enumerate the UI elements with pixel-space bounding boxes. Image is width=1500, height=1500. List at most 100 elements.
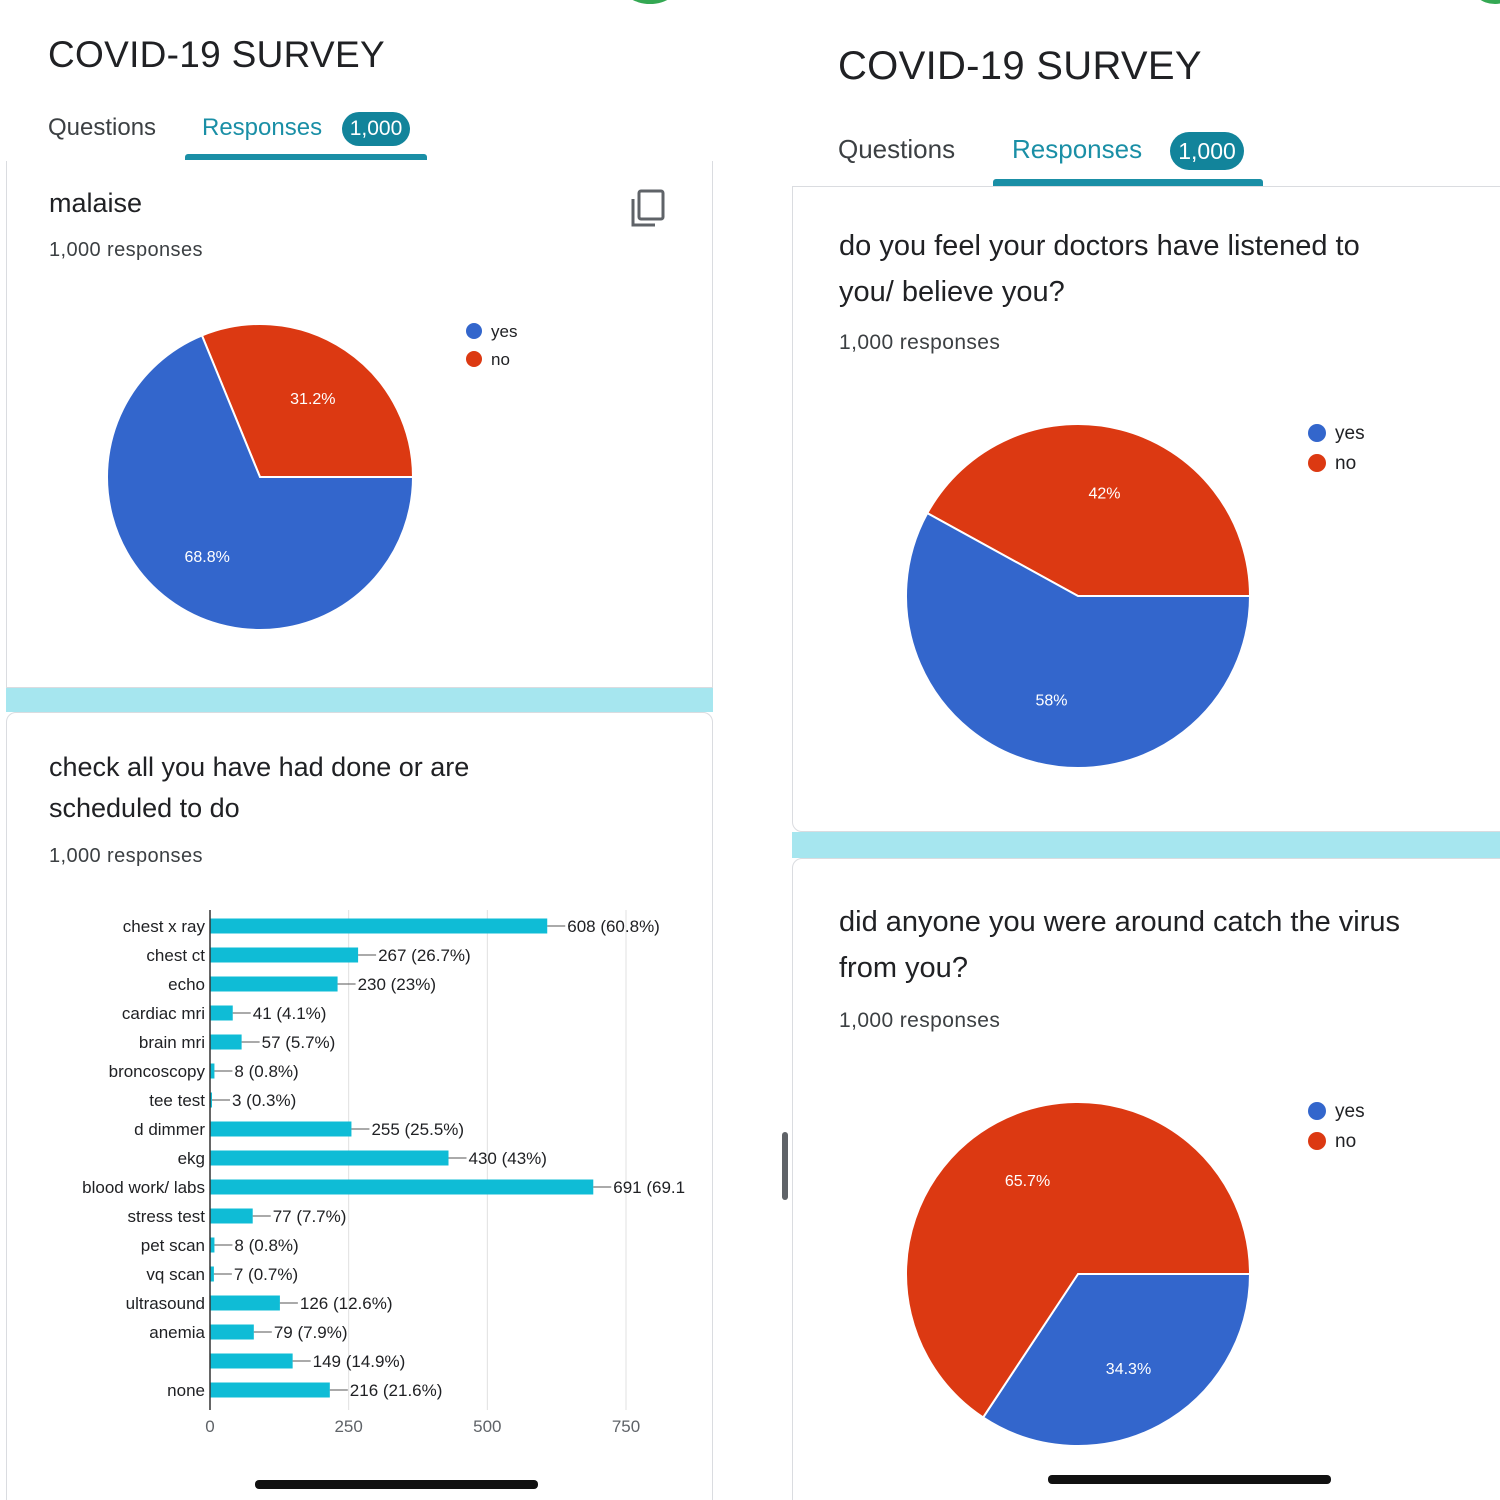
value-label: 41 (4.1%) <box>253 1004 327 1023</box>
category-label: none <box>167 1381 205 1400</box>
value-label: 216 (21.6%) <box>350 1381 443 1400</box>
pie-label-no: 31.2% <box>290 391 335 408</box>
value-label: 126 (12.6%) <box>300 1294 393 1313</box>
legend-dot-no <box>1308 1132 1326 1150</box>
bar <box>210 1324 254 1340</box>
question-title-line1: do you feel your doctors have listened t… <box>839 230 1360 262</box>
bar <box>210 1382 330 1398</box>
tab-questions[interactable]: Questions <box>48 114 157 141</box>
value-label: 3 (0.3%) <box>232 1091 296 1110</box>
copy-icon[interactable] <box>629 187 669 231</box>
category-label: pet scan <box>141 1236 205 1255</box>
x-tick-label: 0 <box>205 1417 214 1436</box>
value-label: 430 (43%) <box>469 1149 547 1168</box>
legend-dot-no <box>466 351 482 367</box>
question-card-tests: check all you have had done or are sched… <box>6 712 713 1500</box>
value-label: 691 (69.1 <box>613 1178 685 1197</box>
tab-responses[interactable]: Responses <box>202 114 323 141</box>
pie-label-no: 42% <box>1089 486 1121 503</box>
bar <box>210 947 359 963</box>
scrollbar-handle[interactable] <box>782 1132 788 1200</box>
response-count: 1,000 responses <box>839 331 1001 354</box>
bar <box>210 1121 352 1137</box>
bar <box>210 1353 293 1369</box>
legend-dot-yes <box>1308 424 1326 442</box>
question-title: malaise <box>49 188 143 218</box>
pie-slice-yes <box>905 511 1252 769</box>
left-screenshot: COVID-19 SURVEY Questions Responses 1,00… <box>0 0 722 1500</box>
responses-count-badge: 1,000 <box>1170 132 1244 170</box>
value-label: 79 (7.9%) <box>274 1323 348 1342</box>
bar <box>210 918 548 934</box>
home-indicator <box>1048 1475 1331 1484</box>
legend-label-no: no <box>1335 1131 1356 1152</box>
pie-slice-no <box>905 1101 1252 1419</box>
right-screenshot: COVID-19 SURVEY Questions Responses 1,00… <box>780 0 1500 1500</box>
value-label: 255 (25.5%) <box>371 1120 464 1139</box>
response-count: 1,000 responses <box>839 1009 1001 1032</box>
legend-dot-yes <box>1308 1102 1326 1120</box>
value-label: 8 (0.8%) <box>234 1062 298 1081</box>
pie-slice-no <box>925 422 1252 597</box>
bar <box>210 1092 212 1108</box>
active-tab-indicator <box>185 154 427 160</box>
value-label: 8 (0.8%) <box>234 1236 298 1255</box>
category-label: ultrasound <box>126 1294 205 1313</box>
pie-label-yes: 58% <box>1035 692 1067 709</box>
category-label: blood work/ labs <box>82 1178 205 1197</box>
category-label: ekg <box>178 1149 205 1168</box>
legend-label-yes: yes <box>491 322 517 341</box>
bar <box>210 1063 215 1079</box>
pie-slice-yes <box>106 334 415 631</box>
bar <box>210 1005 233 1021</box>
value-label: 230 (23%) <box>358 975 436 994</box>
category-label: tee test <box>149 1091 205 1110</box>
legend-label-no: no <box>1335 453 1356 474</box>
value-label: 149 (14.9%) <box>313 1352 406 1371</box>
bar <box>210 976 338 992</box>
card-separator <box>6 688 713 712</box>
bar <box>210 1208 253 1224</box>
card-separator <box>792 832 1500 858</box>
bar <box>210 1150 449 1166</box>
home-indicator <box>255 1480 538 1489</box>
legend-label-yes: yes <box>1335 1101 1365 1122</box>
pie-label-yes: 68.8% <box>184 549 229 566</box>
legend-label-yes: yes <box>1335 423 1365 444</box>
x-tick-label: 500 <box>473 1417 501 1436</box>
category-label: vq scan <box>146 1265 205 1284</box>
response-count: 1,000 responses <box>49 239 203 261</box>
legend-dot-yes <box>466 323 482 339</box>
value-label: 267 (26.7%) <box>378 946 471 965</box>
tab-responses[interactable]: Responses <box>1012 134 1143 164</box>
category-label: chest x ray <box>123 917 206 936</box>
bar <box>210 1179 594 1195</box>
pie-chart-malaise: 31.2% 68.8% yes no <box>106 322 517 631</box>
legend-label-no: no <box>491 350 510 369</box>
category-label: chest ct <box>146 946 205 965</box>
category-label: cardiac mri <box>122 1004 205 1023</box>
bar <box>210 1034 242 1050</box>
x-tick-label: 250 <box>334 1417 362 1436</box>
category-label: stress test <box>128 1207 206 1226</box>
value-label: 77 (7.7%) <box>273 1207 347 1226</box>
bar-chart-tests: chest x ray 608 (60.8%) chest ct 267 (26.7%… <box>82 910 685 1436</box>
active-tab-indicator <box>993 179 1263 186</box>
pie-label-no: 65.7% <box>1005 1173 1050 1190</box>
tab-questions[interactable]: Questions <box>838 134 956 164</box>
category-label: echo <box>168 975 205 994</box>
question-title-line1: check all you have had done or are <box>49 752 470 782</box>
bar <box>210 1295 280 1311</box>
category-label: d dimmer <box>134 1120 205 1139</box>
pie-slice-no <box>200 323 415 479</box>
question-title-line2: you/ believe you? <box>839 276 1065 308</box>
value-label: 7 (0.7%) <box>234 1265 298 1284</box>
question-title-line1: did anyone you were around catch the vir… <box>839 906 1401 938</box>
bar <box>210 1237 215 1253</box>
question-title-line2: scheduled to do <box>49 793 240 823</box>
value-label: 608 (60.8%) <box>567 917 660 936</box>
response-count: 1,000 responses <box>49 845 203 867</box>
bar <box>210 1266 214 1282</box>
x-tick-label: 750 <box>612 1417 640 1436</box>
category-label: anemia <box>149 1323 205 1342</box>
